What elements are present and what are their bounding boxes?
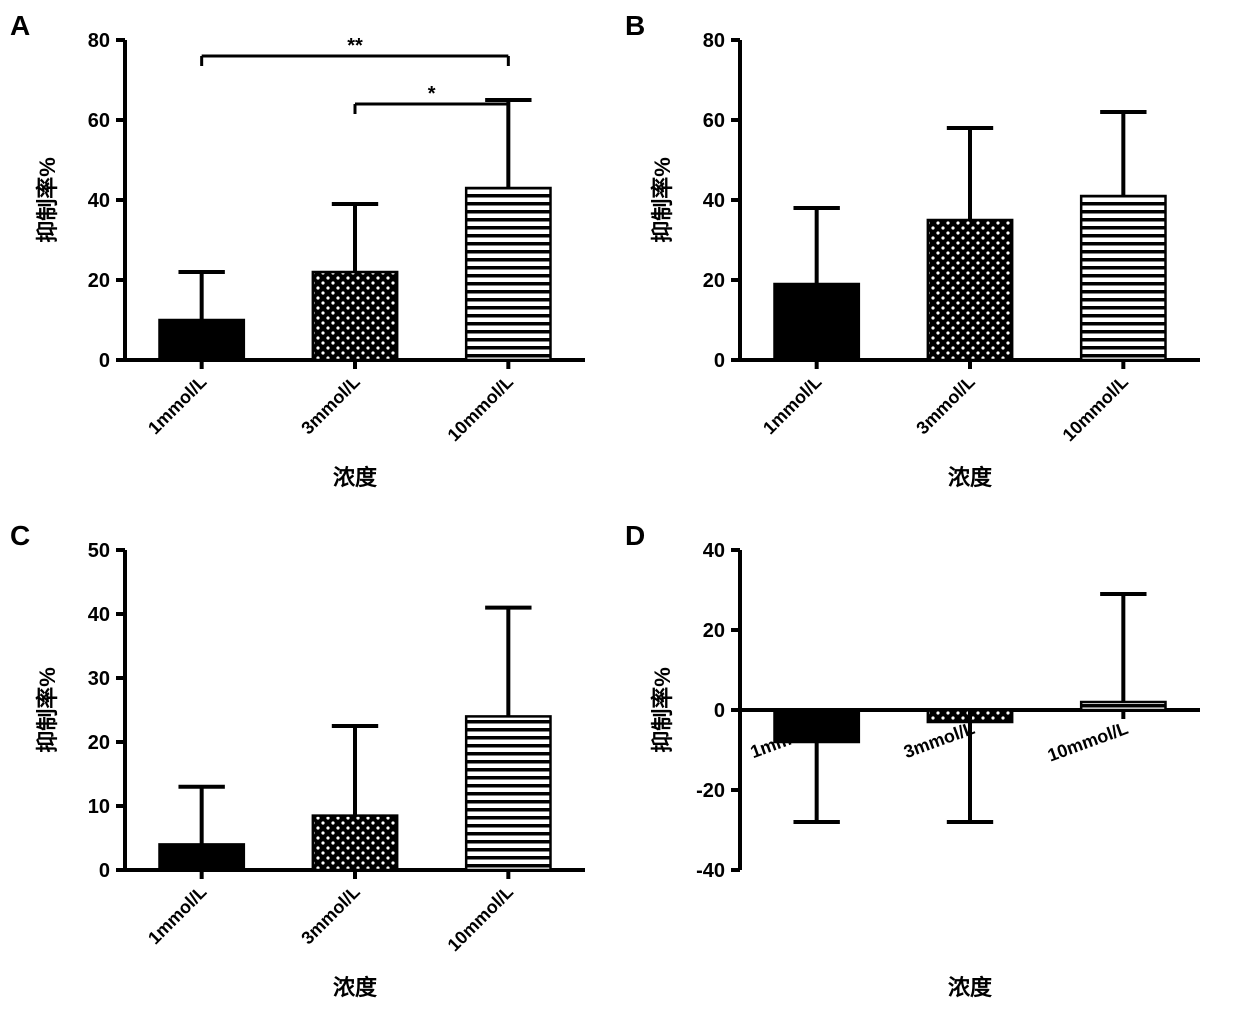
svg-text:20: 20: [88, 732, 110, 754]
svg-text:60: 60: [703, 110, 725, 132]
svg-text:20: 20: [88, 270, 110, 292]
svg-text:3mmol/L: 3mmol/L: [297, 881, 363, 947]
chart-b: 0 20 40 60 80 抑制率% 1mmol/L 3mmol/L 10mmol/L 浓度: [625, 10, 1230, 505]
svg-text:10mmol/L: 10mmol/L: [444, 372, 518, 446]
svg-text:0: 0: [99, 860, 110, 882]
svg-text:20: 20: [703, 270, 725, 292]
svg-text:3mmol/L: 3mmol/L: [297, 372, 363, 438]
svg-text:0: 0: [714, 350, 725, 372]
svg-text:60: 60: [88, 110, 110, 132]
panel-c-label: C: [10, 520, 30, 552]
svg-text:10mmol/L: 10mmol/L: [444, 881, 518, 955]
panel-a: A 020406080抑制率%1mmol/L3mmol/L10mmol/L***…: [10, 10, 615, 510]
svg-text:浓度: 浓度: [948, 465, 993, 490]
svg-text:抑制率%: 抑制率%: [650, 667, 675, 753]
svg-text:**: **: [347, 35, 363, 57]
svg-text:80: 80: [703, 30, 725, 52]
svg-text:-40: -40: [696, 860, 725, 882]
svg-text:抑制率%: 抑制率%: [35, 667, 60, 753]
svg-text:浓度: 浓度: [948, 975, 993, 1000]
panel-b: B 0 20 40 60 80 抑制率% 1mmol/L 3mmol/L 10mmol/L 浓度: [625, 10, 1230, 510]
chart-c: 0 10 20 30 40 50 抑制率% 1mmol/L 3mmol/L 10mmol/L 浓度: [10, 520, 615, 1015]
svg-text:-20: -20: [696, 780, 725, 802]
panel-b-label: B: [625, 10, 645, 42]
svg-text:抑制率%: 抑制率%: [650, 157, 675, 243]
svg-text:0: 0: [99, 350, 110, 372]
chart-a: 020406080抑制率%1mmol/L3mmol/L10mmol/L***浓度: [10, 10, 615, 505]
svg-text:0: 0: [714, 700, 725, 722]
svg-text:10mmol/L: 10mmol/L: [1045, 717, 1131, 765]
svg-text:抑制率%: 抑制率%: [35, 157, 60, 243]
svg-text:40: 40: [703, 540, 725, 562]
svg-text:*: *: [428, 83, 436, 105]
svg-text:1mmol/L: 1mmol/L: [759, 372, 825, 438]
svg-text:1mmol/L: 1mmol/L: [144, 881, 210, 947]
figure-grid: A 020406080抑制率%1mmol/L3mmol/L10mmol/L***…: [10, 10, 1230, 1019]
svg-text:40: 40: [703, 190, 725, 212]
panel-a-label: A: [10, 10, 30, 42]
svg-text:10: 10: [88, 796, 110, 818]
svg-text:20: 20: [703, 620, 725, 642]
svg-text:40: 40: [88, 604, 110, 626]
svg-text:浓度: 浓度: [333, 465, 378, 490]
panel-d-label: D: [625, 520, 645, 552]
svg-text:1mmol/L: 1mmol/L: [144, 372, 210, 438]
svg-text:3mmol/L: 3mmol/L: [901, 717, 977, 761]
svg-text:50: 50: [88, 540, 110, 562]
svg-text:10mmol/L: 10mmol/L: [1059, 372, 1133, 446]
svg-text:3mmol/L: 3mmol/L: [912, 372, 978, 438]
svg-text:80: 80: [88, 30, 110, 52]
panel-c: C 0 10 20 30 40 50 抑制率% 1mmol/L 3mmol/L 10mmol/L 浓…: [10, 520, 615, 1020]
svg-text:浓度: 浓度: [333, 975, 378, 1000]
svg-text:30: 30: [88, 668, 110, 690]
svg-text:40: 40: [88, 190, 110, 212]
panel-d: D -40-2002040抑制率%1mmol/L3mmol/L10mmol/L浓…: [625, 520, 1230, 1020]
chart-d: -40-2002040抑制率%1mmol/L3mmol/L10mmol/L浓度: [625, 520, 1230, 1015]
